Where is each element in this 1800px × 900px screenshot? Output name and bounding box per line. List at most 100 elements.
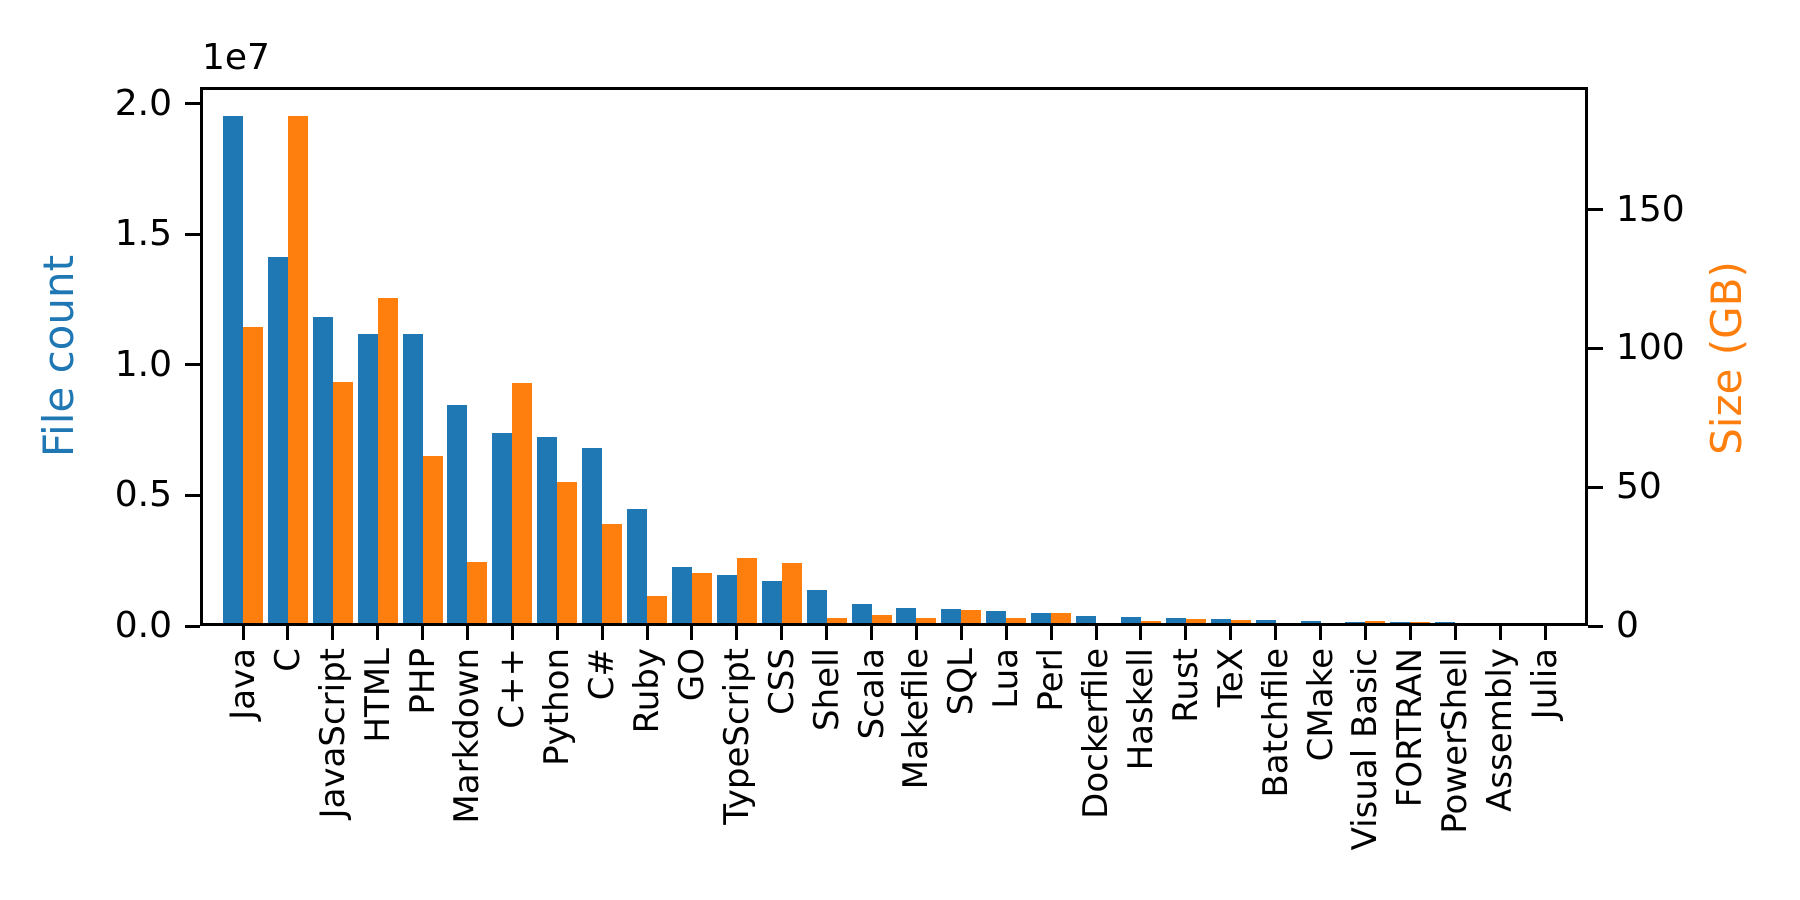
x-tick-mark [1229,626,1233,640]
size-bar [243,327,263,626]
x-tick-mark [1408,626,1412,640]
x-tick-mark [241,626,245,640]
size-bar [377,298,398,626]
x-tick-label: CMake [1300,648,1341,762]
file-count-bar [1255,619,1276,626]
x-tick-mark [690,626,694,640]
file-count-bar [492,433,513,626]
x-tick-mark [1094,626,1098,640]
x-tick-mark [645,626,649,640]
x-tick-label: Haskell [1120,648,1161,771]
size-bar [332,382,353,626]
x-tick-mark [1363,626,1367,640]
x-tick-mark [1184,626,1188,640]
x-tick-label: Python [537,648,578,766]
x-tick-mark [555,626,559,640]
size-bar [1545,625,1565,626]
file-count-bar [1120,617,1141,626]
x-tick-mark [825,626,829,640]
x-tick-label: Makefile [896,648,937,790]
x-tick-mark [780,626,784,640]
file-count-bar [627,509,648,626]
y-tick-label-left: 1.0 [114,343,172,385]
y-tick-label-left: 0.5 [114,474,172,516]
file-count-bar [1300,621,1321,626]
y-tick-label-right: 100 [1616,327,1685,369]
x-tick-label: Java [223,648,263,720]
y-tick-mark-left [185,363,200,367]
y-tick-mark-right [1588,624,1603,628]
y-axis-offset-label: 1e7 [202,37,270,78]
size-bar [1320,624,1341,626]
x-tick-label: C# [582,648,623,701]
file-count-bar [851,604,872,626]
size-bar [961,610,982,626]
size-bar [691,572,712,626]
x-tick-mark [510,626,514,640]
file-count-bar [582,448,603,626]
x-tick-label: Lua [986,648,1027,709]
y-tick-mark-right [1588,346,1603,350]
y-tick-mark-left [185,102,200,106]
file-count-bar [447,405,468,626]
size-bar [1500,623,1521,626]
x-tick-mark [870,626,874,640]
x-tick-label: Dockerfile [1076,648,1117,819]
size-bar [1096,624,1117,626]
y-tick-mark-left [185,232,200,236]
size-bar [826,617,847,626]
x-tick-mark [735,626,739,640]
x-tick-label: Perl [1031,648,1072,712]
size-bar [602,523,623,626]
file-count-bar [1480,623,1501,626]
x-tick-label: TypeScript [716,648,757,825]
file-count-bar [312,317,333,626]
file-count-bar [1525,624,1545,626]
x-tick-label: Scala [851,648,892,740]
x-tick-label: Shell [806,648,847,731]
size-bar [422,455,443,626]
x-tick-mark [331,626,335,640]
x-tick-label: C++ [492,648,533,729]
plot-area [200,87,1588,626]
x-tick-mark [421,626,425,640]
x-tick-mark [1319,626,1323,640]
size-bar [1230,620,1251,626]
file-count-bar [986,610,1007,626]
x-tick-mark [959,626,963,640]
x-tick-label: Markdown [447,648,488,824]
file-count-bar [1345,621,1366,626]
x-tick-label: FORTRAN [1390,648,1431,808]
x-tick-label: Julia [1525,648,1565,720]
right-axis-title-text: Size (GB) [1702,261,1751,455]
size-bar [512,382,533,626]
x-tick-label: Batchfile [1255,648,1296,798]
x-tick-mark [600,626,604,640]
y-tick-label-right: 50 [1616,466,1662,508]
y-tick-mark-left [185,493,200,497]
file-count-bar [1031,613,1052,626]
x-tick-mark [1498,626,1502,640]
size-bar [1455,624,1476,626]
file-count-bar [1390,622,1411,626]
x-tick-label: PowerShell [1435,648,1476,834]
size-bar [736,557,757,626]
file-count-bar [896,608,917,626]
y-tick-label-left: 1.5 [114,213,172,255]
y-tick-label-right: 0 [1616,605,1639,646]
file-count-bar [671,566,692,626]
x-tick-label: C [267,648,308,672]
x-tick-mark [1543,626,1547,640]
size-bar [557,481,578,626]
x-tick-label: JavaScript [312,648,353,819]
x-tick-mark [1453,626,1457,640]
x-tick-mark [1004,626,1008,640]
y-tick-label-left: 2.0 [114,82,172,124]
size-bar [1185,618,1206,626]
size-bar [1365,620,1386,626]
x-tick-label: Rust [1165,648,1206,723]
y-tick-mark-right [1588,485,1603,489]
file-count-bar [1076,616,1097,626]
file-count-bar [267,256,288,626]
